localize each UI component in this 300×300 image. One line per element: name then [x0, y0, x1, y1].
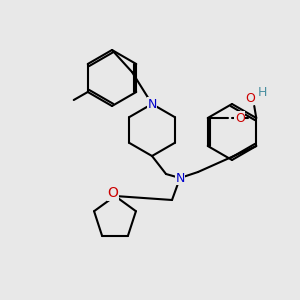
Text: O: O — [108, 186, 118, 200]
Text: H: H — [258, 85, 267, 98]
Text: O: O — [235, 112, 245, 124]
Text: N: N — [175, 172, 185, 184]
Text: N: N — [147, 98, 157, 110]
Text: O: O — [245, 92, 255, 104]
